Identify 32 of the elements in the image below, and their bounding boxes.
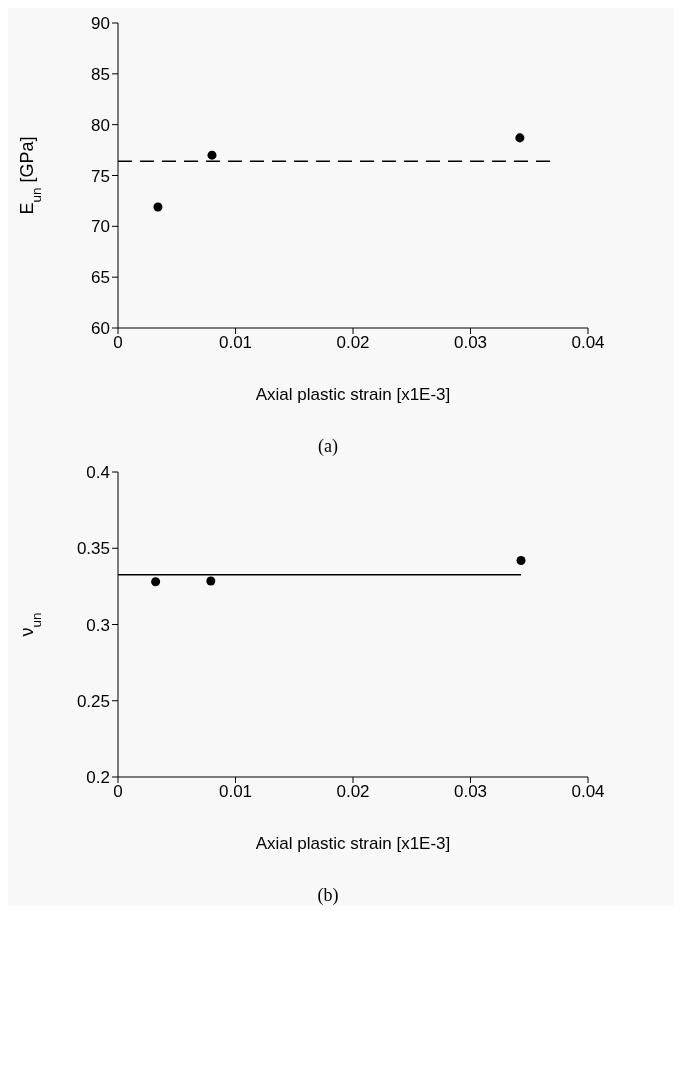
y-tick-label: 0.35: [76, 539, 110, 559]
y-tick-label: 0.3: [86, 615, 110, 635]
y-tick-label: 0.2: [86, 768, 110, 788]
point: [206, 576, 216, 586]
x-tick-label: 0: [113, 782, 123, 802]
y-tick-label: 75: [91, 166, 110, 186]
y-tick-label: 60: [91, 319, 110, 339]
y-tick-label: 85: [91, 64, 110, 84]
point: [151, 577, 161, 587]
x-tick-label: 0.02: [336, 782, 370, 802]
point: [515, 133, 525, 143]
x-tick-label: 0.03: [453, 333, 488, 353]
x-tick-label: 0.01: [218, 782, 253, 802]
text: (b): [316, 885, 340, 906]
y-tick-label: 0.25: [76, 691, 110, 711]
x-axis-title: Axial plastic strain [x1E-3]: [255, 834, 451, 853]
point: [207, 150, 217, 160]
x-tick-label: 0.01: [218, 333, 253, 353]
x-tick-label: 0: [113, 333, 123, 353]
point: [153, 202, 163, 212]
x-tick-label: 0.04: [571, 333, 605, 353]
y-tick-label: 80: [91, 115, 110, 135]
x-tick-label: 0.02: [336, 333, 370, 353]
y-tick-label: 65: [91, 268, 110, 288]
y-tick-label: 90: [91, 14, 110, 34]
y-tick-label: 0.4: [86, 463, 110, 483]
y-tick-label: 70: [91, 217, 110, 237]
point: [516, 555, 526, 565]
x-axis-title: Axial plastic strain [x1E-3]: [255, 385, 451, 404]
x-tick-label: 0.04: [571, 782, 605, 802]
text: (a): [317, 436, 339, 457]
x-tick-label: 0.03: [453, 782, 488, 802]
